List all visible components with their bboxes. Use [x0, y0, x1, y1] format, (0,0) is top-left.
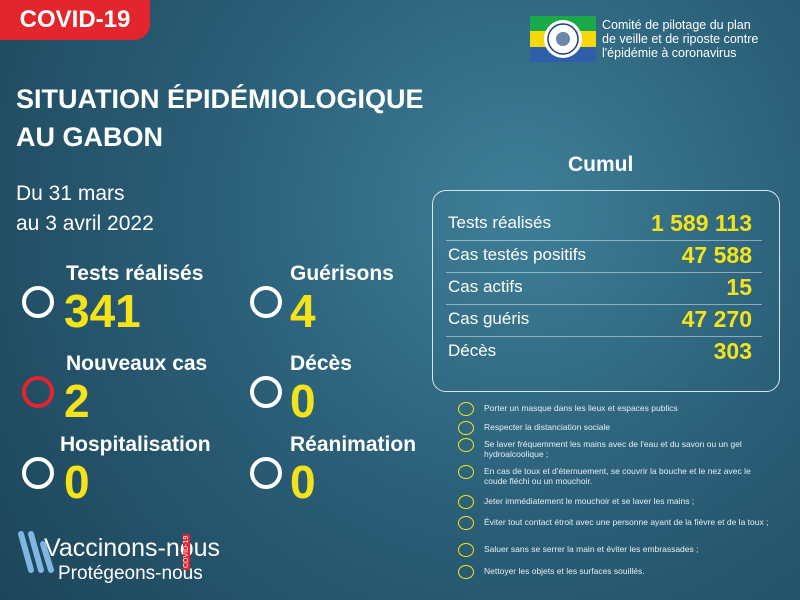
org-name: Comité de pilotage du plan: [602, 18, 751, 32]
stat-icon: [250, 457, 282, 489]
row-divider: [446, 304, 762, 305]
stat-icon: [22, 286, 54, 318]
row-divider: [446, 272, 762, 273]
cumul-label: Tests réalisés: [448, 213, 551, 232]
page-title: SITUATION ÉPIDÉMIOLOGIQUE: [16, 84, 424, 114]
measure-text: Se laver fréquemment les mains avec de l…: [484, 439, 742, 459]
cumul-label: Décès: [448, 341, 497, 360]
cumul-label: Cas guéris: [448, 309, 530, 328]
stat-icon: [250, 286, 282, 318]
period: au 3 avril 2022: [16, 212, 154, 235]
period: Du 31 mars: [16, 182, 125, 205]
stat-value: 0: [290, 375, 316, 427]
footer-line2: Protégeons-nous: [58, 563, 203, 584]
cumul-label: Cas testés positifs: [448, 245, 586, 264]
org-name: l'épidémie à coronavirus: [602, 46, 737, 60]
gabon-logo: [530, 16, 596, 62]
stat-value: 0: [64, 456, 90, 508]
measure-text: Éviter tout contact étroit avec une pers…: [484, 517, 769, 527]
cumul-value: 47 588: [681, 242, 752, 268]
stat-value: 341: [64, 285, 141, 337]
measure-icon: [458, 516, 474, 530]
footer-tag: COVID-19: [183, 533, 190, 570]
stat-label: Tests réalisés: [66, 262, 204, 285]
stat-icon: [22, 376, 54, 408]
measure-text: Nettoyer les objets et les surfaces soui…: [484, 566, 645, 576]
row-divider: [446, 336, 762, 337]
measure-icon: [458, 438, 474, 452]
cumul-value: 303: [713, 338, 752, 364]
measure-icon: [458, 402, 474, 416]
cumul-value: 1 589 113: [650, 210, 752, 236]
cumul-value: 47 270: [681, 306, 752, 332]
measure-text: En cas de toux et d'éternuement, se couv…: [484, 466, 751, 486]
cumul-value: 15: [726, 274, 752, 300]
vaccine-icon: [15, 530, 57, 587]
cumul-title: Cumul: [568, 153, 634, 176]
stat-value: 4: [290, 285, 316, 337]
row-divider: [446, 240, 762, 241]
stat-icon: [22, 457, 54, 489]
stat-label: Réanimation: [290, 433, 417, 456]
stat-value: 2: [64, 375, 90, 427]
measure-text: Respecter la distanciation sociale: [484, 422, 611, 432]
page-title: AU GABON: [16, 122, 163, 152]
stat-label: Décès: [290, 352, 352, 375]
covid-badge: COVID-19: [0, 0, 150, 40]
measure-icon: [458, 495, 474, 509]
measure-icon: [458, 465, 474, 479]
stat-label: Hospitalisation: [60, 433, 211, 456]
footer-line1: Vaccinons-nous: [44, 534, 221, 562]
org-name: de veille et de riposte contre: [602, 32, 759, 46]
stat-label: Nouveaux cas: [66, 352, 208, 375]
measure-icon: [458, 543, 474, 557]
measure-icon: [458, 421, 474, 435]
measure-text: Saluer sans se serrer la main et éviter …: [484, 544, 699, 554]
measure-text: Jeter immédiatement le mouchoir et se la…: [484, 496, 695, 506]
stat-value: 0: [290, 456, 316, 508]
measure-text: Porter un masque dans les lieux et espac…: [484, 403, 678, 413]
stat-icon: [250, 376, 282, 408]
cumul-label: Cas actifs: [448, 277, 523, 296]
cumul-box: [432, 190, 780, 392]
measure-icon: [458, 565, 474, 579]
stat-label: Guérisons: [290, 262, 394, 285]
